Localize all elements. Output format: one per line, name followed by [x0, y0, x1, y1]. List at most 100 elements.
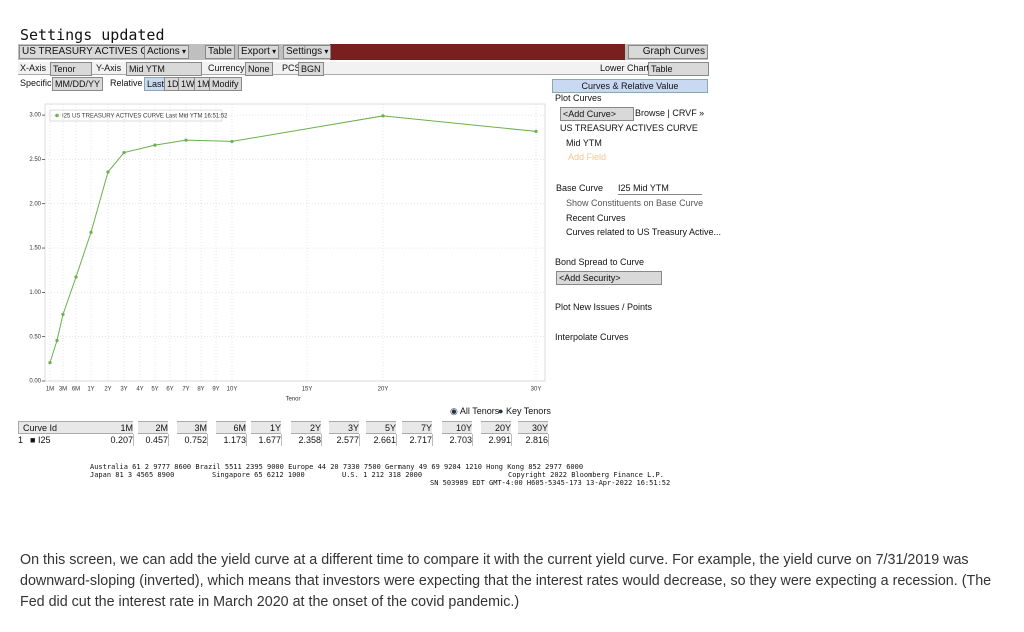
add-field[interactable]: Add Field	[568, 152, 607, 162]
y-tick-label: 0.50	[29, 334, 41, 340]
key-tenors[interactable]: ● Key Tenors	[498, 406, 551, 416]
x-tick-label: 9Y	[212, 387, 219, 393]
cell: 2.577	[325, 434, 360, 446]
base-curve-value[interactable]: I25 Mid YTM	[618, 182, 702, 195]
caption: On this screen, we can add the yield cur…	[20, 552, 992, 610]
related-curves[interactable]: Curves related to US Treasury Active...	[566, 227, 722, 237]
base-curve-label: Base Curve	[556, 183, 604, 193]
lower-chart-label: Lower Chart	[600, 63, 650, 73]
data-point	[534, 129, 538, 133]
all-tenors[interactable]: ◉ All Tenors	[450, 406, 500, 416]
x-tick-label: 4Y	[136, 387, 143, 393]
column-header: 5Y	[366, 421, 396, 434]
data-point	[122, 150, 126, 155]
y-axis-value[interactable]: Mid YTM	[126, 62, 202, 76]
cell: 0.752	[173, 434, 208, 446]
footer-line: Japan 81 3 4565 8900	[90, 471, 175, 479]
x-tick-label: 6M	[72, 387, 80, 393]
cell: 2.991	[477, 434, 512, 446]
currency-value[interactable]: None	[245, 62, 273, 76]
data-point	[55, 338, 59, 343]
status: Settings updated	[20, 26, 165, 44]
x-tick-label: 20Y	[378, 387, 389, 393]
column-header: 3M	[177, 421, 207, 434]
row-number: 1	[18, 435, 24, 445]
table: Curve Id 1 ■ I25 1M 0.207 2M 0.457 3M 0.752 6M…	[18, 421, 550, 449]
table-header: Curve Id	[18, 421, 114, 434]
cell: 2.816	[514, 434, 549, 446]
column-header: 10Y	[442, 421, 472, 434]
column-header: 2M	[138, 421, 168, 434]
browse[interactable]: Browse | CRVF »	[635, 108, 705, 118]
add-curve[interactable]: <Add Curve>	[560, 107, 634, 121]
y-tick-label: 2.50	[29, 157, 41, 163]
toolbar-banner	[330, 44, 625, 60]
period[interactable]: 1W	[178, 77, 198, 91]
recent-curves[interactable]: Recent Curves	[566, 213, 626, 223]
data-point	[74, 275, 78, 279]
cell: 2.661	[362, 434, 397, 446]
show-constituents[interactable]: Show Constituents on Base Curve	[566, 198, 704, 208]
table-button[interactable]: Table	[205, 45, 235, 59]
column-header: 2Y	[291, 421, 321, 434]
x-tick-label: 3Y	[120, 387, 127, 393]
x-tick-label: 6Y	[166, 387, 173, 393]
panel-title: Curves & Relative Value	[552, 79, 708, 93]
column-header: 20Y	[481, 421, 511, 434]
data-point	[381, 114, 385, 118]
curve-field[interactable]: Mid YTM	[566, 138, 602, 148]
security-field[interactable]: US TREASURY ACTIVES CURV	[19, 45, 172, 59]
y-tick-label: 2.00	[29, 201, 41, 207]
column-header: 30Y	[518, 421, 548, 434]
currency-label: Currency	[208, 63, 245, 73]
y-tick-label: 3.00	[29, 113, 41, 119]
x-tick-label: 8Y	[197, 387, 204, 393]
column-header: 3Y	[329, 421, 359, 434]
export-menu[interactable]: Export	[238, 45, 280, 59]
relative-label: Relative	[110, 78, 143, 88]
pcs-value[interactable]: BGN	[298, 62, 324, 76]
x-tick-label: 1Y	[87, 387, 94, 393]
data-point	[230, 139, 234, 144]
pcs-label: PCS	[282, 63, 301, 73]
chart: I25 US TREASURY ACTIVES CURVE Last Mid Y…	[29, 103, 546, 403]
column-header: 1Y	[251, 421, 281, 434]
date-format[interactable]: MM/DD/YY	[52, 77, 103, 91]
legend-marker	[55, 113, 59, 118]
legend: I25 US TREASURY ACTIVES CURVE Last Mid Y…	[62, 114, 228, 120]
data-point	[89, 230, 93, 234]
actions-menu[interactable]: Actions	[144, 45, 190, 59]
footer-line: Australia 61 2 9777 8600 Brazil 5511 239…	[90, 463, 584, 471]
x-axis-value[interactable]: Tenor	[50, 62, 92, 76]
footer-line: Copyright 2022 Bloomberg Finance L.P.	[508, 471, 664, 479]
series-line	[49, 115, 537, 363]
data-point	[106, 170, 110, 174]
data-point	[61, 312, 65, 316]
add-security[interactable]: <Add Security>	[556, 271, 662, 285]
plot-area	[44, 103, 546, 382]
x-tick-label: 1M	[46, 387, 54, 393]
x-tick-label: 7Y	[182, 387, 189, 393]
cell: 2.717	[398, 434, 433, 446]
cell: 0.207	[99, 434, 134, 446]
y-tick-label: 1.00	[29, 290, 41, 296]
column-header: 7Y	[402, 421, 432, 434]
x-tick-label: 3M	[59, 387, 67, 393]
x-tick-label: 10Y	[227, 387, 238, 393]
column-header: 6M	[216, 421, 246, 434]
lower-chart-value[interactable]: Table	[648, 62, 709, 76]
plot-new-issues[interactable]: Plot New Issues / Points	[555, 302, 653, 312]
curve-id: ■ I25	[30, 435, 51, 445]
data-point	[184, 138, 188, 142]
bond-spread[interactable]: Bond Spread to Curve	[555, 257, 645, 267]
interpolate-curves[interactable]: Interpolate Curves	[555, 332, 629, 342]
plot-curves[interactable]: Plot Curves	[555, 93, 602, 103]
data-point	[48, 361, 52, 365]
graph-curves-button[interactable]: Graph Curves	[628, 45, 708, 59]
settings-menu[interactable]: Settings	[283, 45, 332, 59]
cell: 1.173	[212, 434, 247, 446]
modify-button[interactable]: Modify	[209, 77, 242, 91]
x-axis-label: X-Axis	[20, 63, 47, 73]
curve-name[interactable]: US TREASURY ACTIVES CURVE	[560, 123, 698, 133]
